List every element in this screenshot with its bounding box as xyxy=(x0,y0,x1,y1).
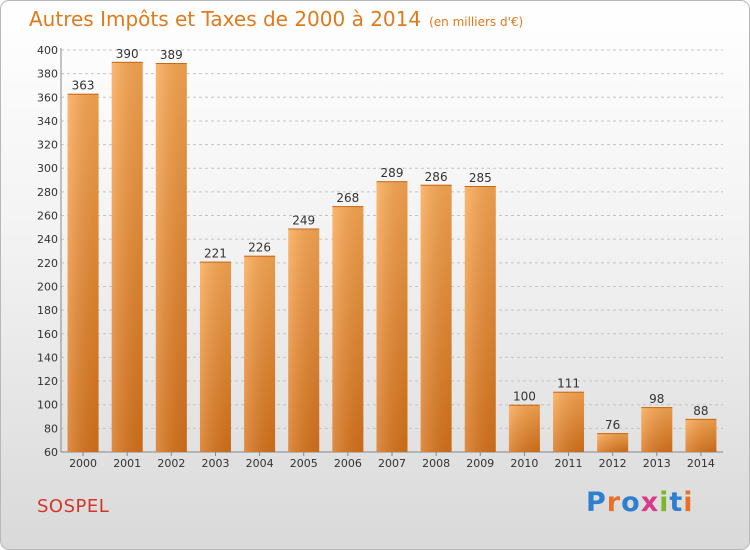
bar-shade xyxy=(553,391,585,452)
y-tick-label: 80 xyxy=(44,422,58,435)
data-label: 286 xyxy=(425,170,448,184)
x-tick-label: 2001 xyxy=(113,457,141,470)
bar-shade xyxy=(685,418,717,452)
x-tick-label: 2012 xyxy=(599,457,627,470)
logo-letter: x xyxy=(640,487,660,518)
bar-shade xyxy=(67,93,99,452)
y-tick-label: 280 xyxy=(37,186,58,199)
data-label: 88 xyxy=(693,404,708,418)
x-tick-label: 2002 xyxy=(157,457,185,470)
y-tick-label: 200 xyxy=(37,280,58,293)
proxiti-logo: Proxiti xyxy=(586,487,694,518)
data-label: 226 xyxy=(248,241,271,255)
bar-shade xyxy=(420,184,452,452)
logo-letter: t xyxy=(669,487,684,518)
data-label: 111 xyxy=(557,377,580,391)
x-tick-label: 2014 xyxy=(687,457,715,470)
x-tick-label: 2004 xyxy=(246,457,274,470)
data-label: 268 xyxy=(336,191,359,205)
bar-shade xyxy=(244,255,276,452)
x-tick-label: 2009 xyxy=(466,457,494,470)
bar-shade xyxy=(111,61,143,453)
y-tick-label: 320 xyxy=(37,139,58,152)
x-tick-label: 2006 xyxy=(334,457,362,470)
x-tick-label: 2013 xyxy=(643,457,671,470)
data-label: 221 xyxy=(204,247,227,261)
logo-letter: i xyxy=(683,487,694,518)
data-label: 285 xyxy=(469,171,492,185)
y-tick-label: 60 xyxy=(44,446,58,459)
data-label: 389 xyxy=(160,48,183,62)
data-label: 100 xyxy=(513,390,536,404)
data-label: 289 xyxy=(381,166,404,180)
bar-shade xyxy=(597,433,629,452)
data-label: 98 xyxy=(649,392,664,406)
chart-title-text: Autres Impôts et Taxes de 2000 à 2014 xyxy=(29,7,422,31)
logo-letter: P xyxy=(586,487,607,518)
bar-shade xyxy=(155,63,187,452)
y-tick-label: 160 xyxy=(37,328,58,341)
x-tick-label: 2008 xyxy=(422,457,450,470)
y-tick-label: 240 xyxy=(37,233,58,246)
y-tick-label: 100 xyxy=(37,399,58,412)
x-tick-label: 2010 xyxy=(510,457,538,470)
bar-shade xyxy=(376,181,408,452)
logo-letter: i xyxy=(659,487,670,518)
y-tick-label: 340 xyxy=(37,115,58,128)
y-tick-label: 180 xyxy=(37,304,58,317)
y-tick-label: 260 xyxy=(37,210,58,223)
x-tick-label: 2005 xyxy=(290,457,318,470)
bar-shade xyxy=(508,404,540,452)
data-label: 363 xyxy=(72,79,95,93)
bars xyxy=(67,61,717,453)
chart-title-unit: (en milliers d'€) xyxy=(429,15,524,29)
y-tick-label: 400 xyxy=(37,44,58,57)
data-label: 76 xyxy=(605,418,620,432)
city-name: SOSPEL xyxy=(37,496,110,517)
y-tick-label: 300 xyxy=(37,162,58,175)
bar-shade xyxy=(199,261,231,452)
logo-letter: o xyxy=(621,487,641,518)
x-tick-label: 2007 xyxy=(378,457,406,470)
logo-letter: r xyxy=(606,487,622,518)
y-tick-label: 120 xyxy=(37,375,58,388)
x-tick-label: 2011 xyxy=(555,457,583,470)
bar-shade xyxy=(464,185,496,452)
y-tick-label: 360 xyxy=(37,91,58,104)
axes: 60 80 100 120 140 160 180 200 220 240 260 280 300 320… xyxy=(37,44,723,470)
y-tick-label: 220 xyxy=(37,257,58,270)
bar-shade xyxy=(332,206,364,452)
chart-title: Autres Impôts et Taxes de 2000 à 2014 (en… xyxy=(29,7,523,31)
data-label: 249 xyxy=(292,214,315,228)
x-tick-label: 2000 xyxy=(69,457,97,470)
data-label: 390 xyxy=(116,47,139,61)
x-tick-label: 2003 xyxy=(201,457,229,470)
data-labels: 363 390 389 221 226 249 268 289 286 285 100 111 76 98… xyxy=(72,47,709,432)
y-tick-label: 140 xyxy=(37,351,58,364)
y-tick-label: 380 xyxy=(37,68,58,81)
bar-shade xyxy=(288,228,320,452)
bar-shade xyxy=(641,407,673,452)
